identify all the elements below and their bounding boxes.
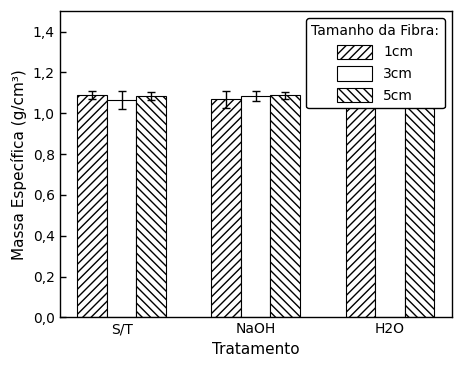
X-axis label: Tratamento: Tratamento (212, 342, 300, 357)
Y-axis label: Massa Específica (g/cm³): Massa Específica (g/cm³) (11, 69, 27, 260)
Bar (241, 96, 270, 318)
Bar (77, 95, 107, 318)
Bar (345, 100, 375, 318)
Bar (375, 96, 405, 318)
Bar (137, 96, 166, 318)
Bar (107, 100, 137, 318)
Bar (270, 95, 300, 318)
Legend: 1cm, 3cm, 5cm: 1cm, 3cm, 5cm (306, 18, 445, 109)
Bar (212, 99, 241, 318)
Bar (405, 83, 434, 318)
